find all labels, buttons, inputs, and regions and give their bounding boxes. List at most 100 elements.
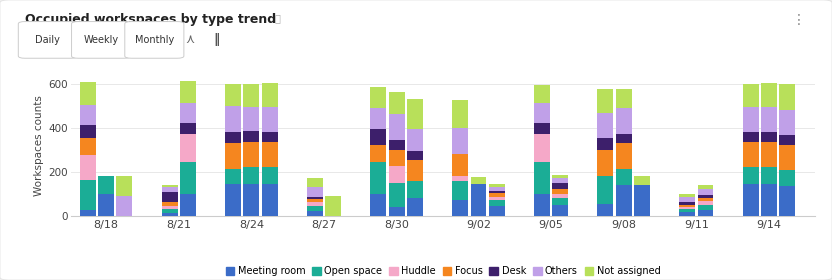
- Bar: [389, 166, 404, 183]
- Bar: [697, 195, 713, 198]
- Bar: [453, 154, 468, 176]
- Bar: [389, 140, 404, 150]
- Bar: [262, 107, 278, 132]
- Bar: [743, 132, 759, 142]
- Text: ⋮: ⋮: [791, 13, 805, 27]
- Bar: [489, 206, 505, 216]
- Bar: [679, 194, 695, 197]
- Bar: [780, 144, 795, 170]
- Bar: [180, 162, 196, 194]
- Bar: [407, 181, 423, 198]
- Bar: [534, 123, 550, 134]
- Bar: [679, 197, 695, 202]
- Bar: [743, 107, 759, 132]
- Bar: [743, 167, 759, 184]
- Bar: [80, 155, 96, 179]
- Bar: [98, 194, 114, 216]
- Bar: [244, 184, 260, 216]
- Bar: [616, 169, 631, 185]
- Bar: [743, 142, 759, 167]
- Bar: [370, 87, 386, 108]
- Bar: [407, 198, 423, 216]
- Bar: [225, 84, 241, 106]
- Text: Daily: Daily: [36, 35, 60, 45]
- Bar: [389, 183, 404, 207]
- Text: ‖: ‖: [213, 33, 220, 46]
- Bar: [453, 200, 468, 216]
- Bar: [244, 107, 260, 131]
- Bar: [616, 185, 631, 216]
- Bar: [407, 99, 423, 129]
- Bar: [597, 113, 613, 138]
- Bar: [80, 82, 96, 105]
- Bar: [780, 170, 795, 186]
- Bar: [453, 100, 468, 128]
- Bar: [370, 108, 386, 129]
- Bar: [697, 198, 713, 201]
- Bar: [453, 128, 468, 154]
- Bar: [370, 129, 386, 144]
- Bar: [597, 89, 613, 113]
- Bar: [80, 210, 96, 216]
- Bar: [453, 176, 468, 181]
- Bar: [489, 191, 505, 193]
- Bar: [552, 175, 568, 178]
- Text: Weekly: Weekly: [83, 35, 119, 45]
- Bar: [552, 198, 568, 205]
- Bar: [552, 178, 568, 183]
- Bar: [225, 106, 241, 132]
- Bar: [697, 189, 713, 195]
- Bar: [597, 204, 613, 216]
- Bar: [761, 142, 777, 167]
- Bar: [489, 193, 505, 197]
- Bar: [761, 132, 777, 142]
- Bar: [743, 184, 759, 216]
- Bar: [534, 162, 550, 194]
- Bar: [244, 84, 260, 107]
- Bar: [679, 202, 695, 205]
- Bar: [407, 160, 423, 181]
- Bar: [552, 189, 568, 194]
- Bar: [325, 196, 341, 216]
- Bar: [244, 142, 260, 167]
- Bar: [471, 177, 487, 184]
- Bar: [244, 131, 260, 142]
- Bar: [161, 209, 177, 213]
- Bar: [634, 185, 650, 216]
- Bar: [307, 211, 323, 216]
- Bar: [307, 178, 323, 186]
- Bar: [80, 138, 96, 155]
- Bar: [262, 132, 278, 142]
- Bar: [225, 132, 241, 143]
- Bar: [597, 138, 613, 150]
- Bar: [616, 89, 631, 108]
- Bar: [307, 206, 323, 211]
- Bar: [780, 135, 795, 144]
- Bar: [597, 176, 613, 204]
- Bar: [616, 108, 631, 134]
- Bar: [307, 197, 323, 199]
- Bar: [161, 213, 177, 216]
- Bar: [697, 185, 713, 189]
- Bar: [98, 176, 114, 194]
- Bar: [80, 105, 96, 125]
- Bar: [489, 200, 505, 206]
- Bar: [80, 179, 96, 210]
- Bar: [407, 151, 423, 160]
- Legend: Meeting room, Open space, Huddle, Focus, Desk, Others, Not assigned: Meeting room, Open space, Huddle, Focus,…: [221, 262, 665, 280]
- Bar: [489, 197, 505, 200]
- Bar: [761, 107, 777, 132]
- Bar: [262, 184, 278, 216]
- Bar: [634, 176, 650, 185]
- Bar: [489, 184, 505, 186]
- Bar: [407, 129, 423, 151]
- Bar: [534, 85, 550, 103]
- Bar: [697, 201, 713, 205]
- Bar: [471, 184, 487, 216]
- Bar: [225, 169, 241, 184]
- Bar: [161, 192, 177, 202]
- Bar: [389, 92, 404, 114]
- Bar: [552, 183, 568, 189]
- Bar: [180, 134, 196, 162]
- Bar: [780, 109, 795, 135]
